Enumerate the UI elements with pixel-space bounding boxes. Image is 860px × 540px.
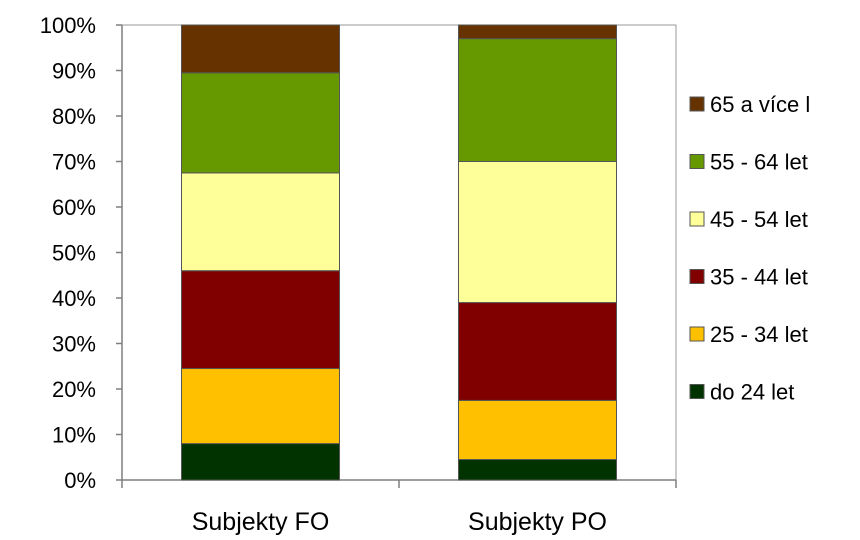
y-tick-label: 60% — [52, 195, 96, 220]
bars — [181, 24, 617, 481]
y-tick-label: 50% — [52, 241, 96, 266]
x-axis: Subjekty FO Subjekty PO — [121, 479, 677, 536]
legend-label: 65 a více l — [710, 92, 810, 117]
y-tick-label: 80% — [52, 104, 96, 129]
legend-label: 55 - 64 let — [710, 150, 808, 175]
bar-segment — [181, 368, 340, 445]
legend-swatch — [689, 326, 705, 342]
y-tick-label: 0% — [64, 468, 96, 493]
legend: 65 a více l 55 - 64 let 45 - 54 let 35 - 44… — [689, 92, 810, 405]
y-tick-label: 30% — [52, 332, 96, 357]
bar-segment — [458, 399, 617, 461]
bar-segment — [458, 38, 617, 162]
bar-segment — [181, 24, 340, 74]
legend-label: do 24 let — [710, 380, 794, 405]
bar-segment — [458, 459, 617, 481]
y-tick-label: 10% — [52, 423, 96, 448]
bar-segment — [181, 270, 340, 370]
legend-swatch — [689, 96, 705, 112]
y-tick-label: 100% — [40, 13, 96, 38]
legend-swatch — [689, 384, 705, 399]
y-tick-label: 90% — [52, 59, 96, 84]
bar-segment — [458, 302, 617, 401]
x-category-label: Subjekty FO — [192, 508, 330, 536]
y-tick-label: 20% — [52, 377, 96, 402]
y-axis: 0% 10% 20% 30% 40% 50% 60% 70% 80% 90% 100% — [40, 13, 123, 493]
legend-swatch — [689, 211, 705, 227]
y-tick-label: 40% — [52, 286, 96, 311]
bar-segment — [181, 72, 340, 174]
legend-swatch — [689, 269, 705, 284]
bar-segment — [181, 443, 340, 481]
y-tick-label: 70% — [52, 150, 96, 175]
legend-label: 45 - 54 let — [710, 207, 808, 232]
legend-label: 25 - 34 let — [710, 322, 808, 347]
x-category-label: Subjekty PO — [468, 508, 607, 536]
bar-segment — [181, 172, 340, 272]
legend-label: 35 - 44 let — [710, 265, 808, 290]
legend-swatch — [689, 154, 705, 169]
bar-segment — [458, 161, 617, 304]
bar-segment — [458, 24, 617, 40]
